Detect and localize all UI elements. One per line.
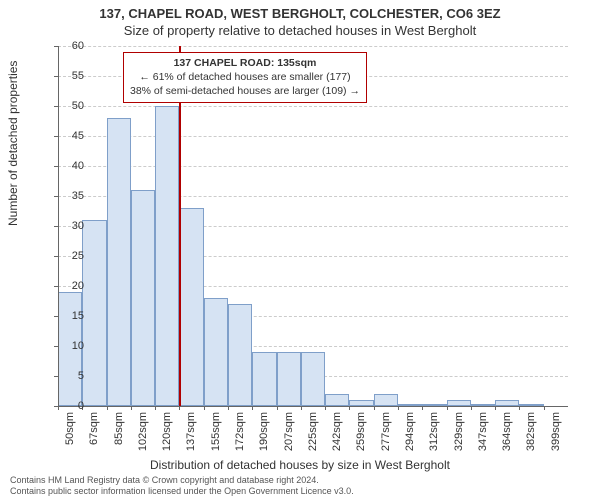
gridline <box>58 46 568 47</box>
y-tick-label: 15 <box>56 310 84 322</box>
x-tick-label: 329sqm <box>453 412 465 462</box>
x-tick-label: 399sqm <box>550 412 562 462</box>
annotation-line2: ← 61% of detached houses are smaller (17… <box>130 70 360 84</box>
y-tick-label: 40 <box>56 160 84 172</box>
y-tick-label: 45 <box>56 130 84 142</box>
histogram-bar <box>131 190 155 406</box>
x-tick-label: 277sqm <box>380 412 392 462</box>
x-tick-label: 259sqm <box>355 412 367 462</box>
y-tick-label: 30 <box>56 220 84 232</box>
x-tick-label: 102sqm <box>137 412 149 462</box>
x-tick-label: 120sqm <box>161 412 173 462</box>
x-tick-label: 242sqm <box>331 412 343 462</box>
histogram-bar <box>82 220 106 406</box>
gridline <box>58 166 568 167</box>
y-tick-label: 10 <box>56 340 84 352</box>
x-tick-label: 67sqm <box>88 412 100 462</box>
histogram-bar <box>325 394 349 406</box>
histogram-bar <box>228 304 252 406</box>
annotation-box: 137 CHAPEL ROAD: 135sqm ← 61% of detache… <box>123 52 367 103</box>
y-tick-label: 35 <box>56 190 84 202</box>
y-tick-label: 5 <box>56 370 84 382</box>
histogram-bar <box>252 352 276 406</box>
title-block: 137, CHAPEL ROAD, WEST BERGHOLT, COLCHES… <box>0 0 600 38</box>
y-tick-label: 60 <box>56 40 84 52</box>
x-tick-label: 225sqm <box>307 412 319 462</box>
y-tick-label: 0 <box>56 400 84 412</box>
y-tick-label: 25 <box>56 250 84 262</box>
histogram-bar <box>301 352 325 406</box>
footer-line2: Contains public sector information licen… <box>10 486 354 497</box>
histogram-bar <box>277 352 301 406</box>
x-tick-label: 137sqm <box>185 412 197 462</box>
title-subtitle: Size of property relative to detached ho… <box>0 23 600 38</box>
gridline <box>58 136 568 137</box>
histogram-bar <box>155 106 179 406</box>
histogram-bar <box>374 394 398 406</box>
x-tick-label: 85sqm <box>113 412 125 462</box>
title-address: 137, CHAPEL ROAD, WEST BERGHOLT, COLCHES… <box>0 6 600 21</box>
x-tick-label: 294sqm <box>404 412 416 462</box>
annotation-line3: 38% of semi-detached houses are larger (… <box>130 84 360 98</box>
histogram-bar <box>204 298 228 406</box>
histogram-bar <box>107 118 131 406</box>
x-tick-label: 364sqm <box>501 412 513 462</box>
x-tick-label: 312sqm <box>428 412 440 462</box>
chart-area: 137 CHAPEL ROAD: 135sqm ← 61% of detache… <box>58 46 568 406</box>
y-tick-label: 50 <box>56 100 84 112</box>
y-tick-label: 55 <box>56 70 84 82</box>
y-tick-label: 20 <box>56 280 84 292</box>
chart-container: 137, CHAPEL ROAD, WEST BERGHOLT, COLCHES… <box>0 0 600 500</box>
x-tick-label: 172sqm <box>234 412 246 462</box>
x-tick-label: 50sqm <box>64 412 76 462</box>
x-tick-label: 347sqm <box>477 412 489 462</box>
x-tick-label: 190sqm <box>258 412 270 462</box>
histogram-bar <box>179 208 203 406</box>
footer: Contains HM Land Registry data © Crown c… <box>10 475 354 497</box>
y-axis-label: Number of detached properties <box>6 61 20 226</box>
annotation-line1: 137 CHAPEL ROAD: 135sqm <box>130 56 360 70</box>
x-axis-line <box>58 406 568 407</box>
x-tick-label: 155sqm <box>210 412 222 462</box>
gridline <box>58 106 568 107</box>
x-tick-label: 207sqm <box>283 412 295 462</box>
footer-line1: Contains HM Land Registry data © Crown c… <box>10 475 354 486</box>
x-tick-label: 382sqm <box>525 412 537 462</box>
